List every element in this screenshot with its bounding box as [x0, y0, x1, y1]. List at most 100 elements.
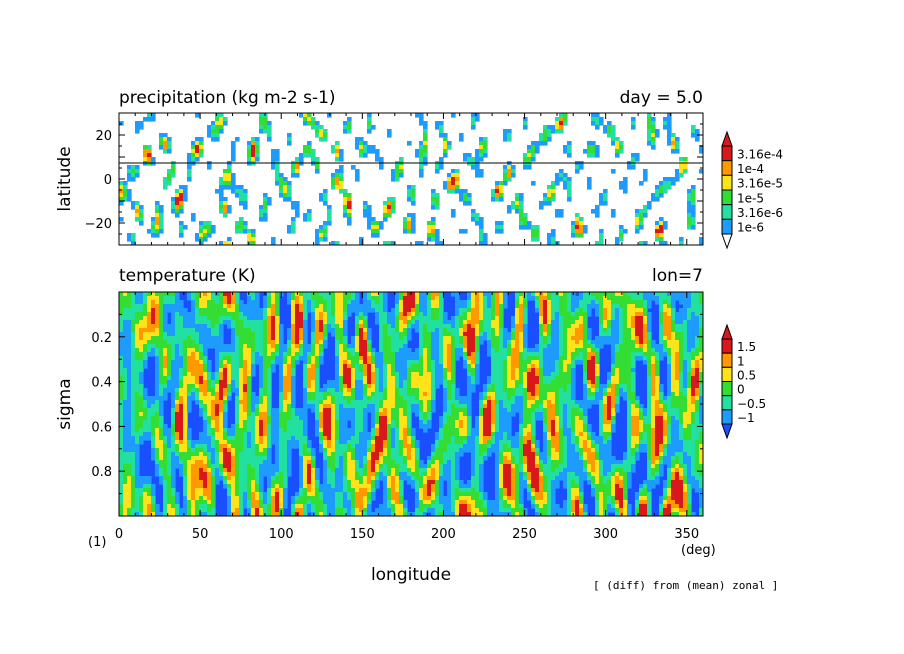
temp-cell: [543, 292, 548, 297]
temp-cell: [123, 304, 128, 309]
temp-cell: [327, 400, 332, 405]
precip-cell: [367, 145, 372, 150]
precip-cell: [419, 173, 424, 178]
temp-cell: [515, 332, 520, 337]
precip-cell: [479, 241, 484, 245]
temp-cell: [367, 400, 372, 405]
precip-cell: [335, 157, 340, 162]
precip-cell: [683, 169, 688, 174]
temp-cell: [335, 380, 340, 385]
temp-cell: [291, 340, 296, 345]
precip-cell: [239, 221, 244, 226]
temp-cell: [203, 316, 208, 321]
temp-cell: [255, 348, 260, 353]
temp-cell: [135, 352, 140, 357]
temp-cell: [595, 352, 600, 357]
temp-cell: [495, 368, 500, 373]
temp-cell: [695, 348, 700, 353]
temp-cell: [515, 352, 520, 357]
temp-cell: [419, 292, 424, 297]
temp-cell: [683, 356, 688, 361]
temp-cell: [471, 368, 476, 373]
temp-cell: [231, 312, 236, 317]
temp-cell: [367, 356, 372, 361]
temp-cell: [431, 372, 436, 377]
temp-cell: [227, 304, 232, 309]
temp-cell: [615, 356, 620, 361]
temp-cell: [599, 384, 604, 389]
temp-cell: [539, 380, 544, 385]
temp-cell: [635, 324, 640, 329]
temp-cell: [687, 384, 692, 389]
temp-cell: [383, 316, 388, 321]
temp-cell: [223, 300, 228, 305]
temp-cell: [279, 392, 284, 397]
temp-cell: [167, 328, 172, 333]
precip-cell: [383, 205, 388, 210]
temp-cell: [423, 316, 428, 321]
precip-cell: [223, 213, 228, 218]
temp-cell: [647, 364, 652, 369]
temp-cell: [595, 388, 600, 393]
temp-cell: [175, 300, 180, 305]
precip-cell: [431, 229, 436, 234]
temp-cell: [587, 388, 592, 393]
precip-cell: [323, 201, 328, 206]
precip-cell: [647, 201, 652, 206]
precip-cell: [547, 201, 552, 206]
temp-cell: [275, 300, 280, 305]
temp-cell: [311, 384, 316, 389]
temp-cell: [691, 324, 696, 329]
temp-cell: [603, 300, 608, 305]
temp-cell: [431, 404, 436, 409]
precip-cell: [523, 225, 528, 230]
temp-cell: [667, 368, 672, 373]
temp-cell: [631, 328, 636, 333]
precip-cell: [499, 189, 504, 194]
precip-cell: [307, 217, 312, 222]
temp-cell: [587, 336, 592, 341]
temp-cell: [231, 360, 236, 365]
temp-cell: [159, 292, 164, 297]
temp-cell: [523, 332, 528, 337]
precip-cell: [639, 213, 644, 218]
temp-cell: [231, 368, 236, 373]
temp-cell: [515, 340, 520, 345]
precip-field: [119, 113, 703, 245]
temp-cell: [231, 364, 236, 369]
temp-cell: [263, 392, 268, 397]
temp-cell: [395, 356, 400, 361]
temp-cell: [643, 340, 648, 345]
temp-cell: [367, 388, 372, 393]
precip-cell: [415, 149, 420, 154]
temp-cell: [567, 392, 572, 397]
precip-cell: [303, 117, 308, 122]
precip-cell: [579, 217, 584, 222]
temp-cell: [179, 308, 184, 313]
temp-cell: [675, 352, 680, 357]
temp-cell: [335, 356, 340, 361]
temp-cell: [419, 332, 424, 337]
temp-cell: [291, 304, 296, 309]
temp-cell: [639, 332, 644, 337]
temp-cell: [171, 320, 176, 325]
temp-cell: [607, 380, 612, 385]
temp-cell: [655, 348, 660, 353]
temp-cell: [639, 328, 644, 333]
temp-cell: [387, 388, 392, 393]
precip-cell: [363, 149, 368, 154]
precip-cell: [303, 213, 308, 218]
precip-cell: [275, 149, 280, 154]
precip-cell: [127, 193, 132, 198]
temp-cell: [619, 304, 624, 309]
precip-cell: [427, 225, 432, 230]
temp-cell: [531, 388, 536, 393]
temp-cell: [679, 348, 684, 353]
temp-cell: [447, 344, 452, 349]
temp-cell: [375, 388, 380, 393]
temp-cell: [255, 336, 260, 341]
temp-cell: [575, 324, 580, 329]
temp-cell: [315, 400, 320, 405]
temp-cell: [679, 384, 684, 389]
temp-cell: [679, 308, 684, 313]
